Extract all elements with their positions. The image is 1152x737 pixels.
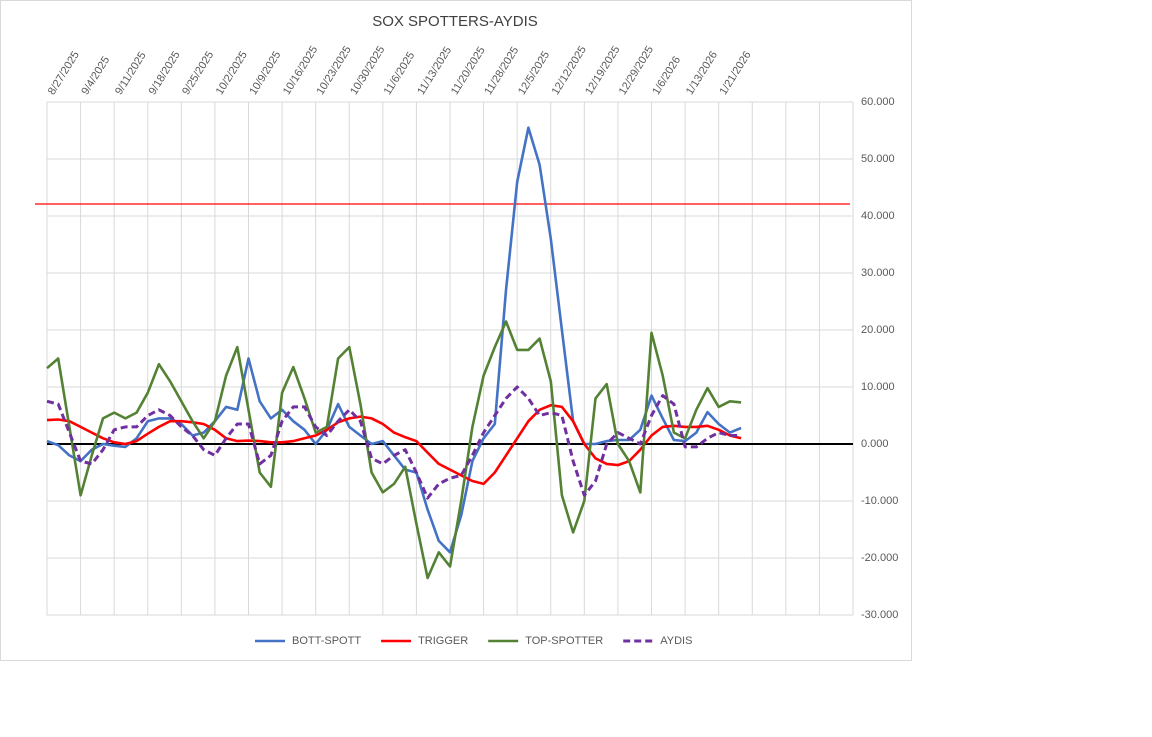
legend-label: BOTT-SPOTT	[292, 635, 361, 647]
legend-label: TRIGGER	[418, 635, 468, 647]
y-tick-label: 50.000	[861, 153, 895, 165]
legend-label: TOP-SPOTTER	[525, 635, 603, 647]
chart-title: SOX SPOTTERS-AYDIS	[372, 13, 538, 30]
y-tick-label: 30.000	[861, 267, 895, 279]
series-line	[46, 403, 742, 486]
y-tick-label: -10.000	[861, 495, 898, 507]
y-tick-label: 10.000	[861, 381, 895, 393]
y-tick-label: -20.000	[861, 552, 898, 564]
y-tick-label: 0.000	[861, 438, 889, 450]
legend-label: AYDIS	[660, 635, 692, 647]
y-tick-label: 20.000	[861, 324, 895, 336]
series-line	[46, 320, 742, 580]
y-tick-label: 40.000	[861, 210, 895, 222]
y-tick-label: 60.000	[861, 96, 895, 108]
series-line	[46, 385, 742, 500]
y-tick-label: -30.000	[861, 609, 898, 621]
